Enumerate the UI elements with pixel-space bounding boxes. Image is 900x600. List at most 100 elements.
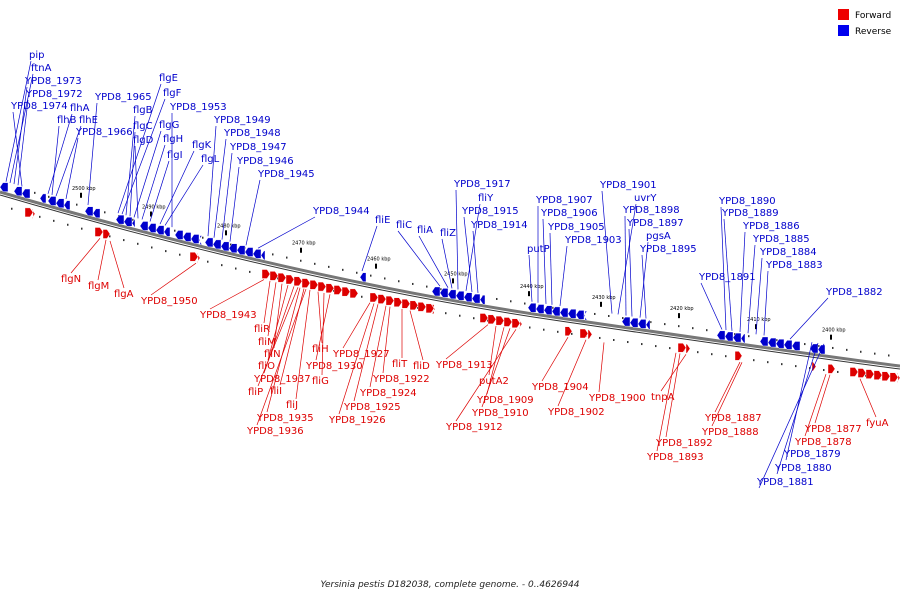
reverse-gene-arrow[interactable] (204, 237, 214, 248)
forward-gene-arrow[interactable] (369, 292, 379, 303)
forward-gene-arrow[interactable] (889, 372, 899, 382)
reverse-gene-label[interactable]: YPD8_1891 (698, 272, 756, 283)
forward-gene-label[interactable]: YPD8_1937 (253, 374, 311, 385)
forward-gene-arrow[interactable] (587, 329, 593, 340)
forward-gene-arrow[interactable] (24, 207, 34, 218)
reverse-gene-arrow[interactable] (55, 198, 65, 208)
reverse-gene-arrow[interactable] (479, 295, 486, 305)
forward-gene-arrow[interactable] (431, 304, 436, 314)
reverse-gene-label[interactable]: YPD8_1917 (453, 179, 511, 190)
reverse-gene-arrow[interactable] (13, 186, 23, 196)
forward-gene-arrow[interactable] (309, 280, 319, 290)
reverse-gene-arrow[interactable] (236, 245, 246, 255)
forward-gene-arrow[interactable] (579, 328, 589, 339)
reverse-gene-arrow[interactable] (583, 310, 588, 321)
reverse-gene-arrow[interactable] (123, 217, 133, 227)
forward-gene-arrow[interactable] (564, 326, 573, 336)
forward-gene-arrow[interactable] (495, 315, 505, 326)
forward-gene-label[interactable]: YPD8_1902 (547, 407, 605, 418)
reverse-gene-arrow[interactable] (39, 193, 47, 204)
reverse-gene-arrow[interactable] (163, 227, 171, 237)
reverse-gene-label[interactable]: YPD8_1947 (229, 142, 287, 153)
forward-gene-label[interactable]: fliM (258, 337, 276, 348)
forward-gene-arrow[interactable] (849, 367, 859, 377)
forward-gene-arrow[interactable] (385, 295, 395, 306)
reverse-gene-arrow[interactable] (174, 230, 184, 240)
forward-gene-arrow[interactable] (325, 283, 335, 293)
reverse-gene-arrow[interactable] (47, 196, 57, 206)
reverse-gene-label[interactable]: flgD (133, 135, 154, 146)
reverse-gene-arrow[interactable] (783, 340, 793, 350)
reverse-gene-label[interactable]: YPD8_1945 (257, 169, 315, 180)
reverse-gene-arrow[interactable] (190, 234, 200, 244)
forward-gene-arrow[interactable] (881, 371, 891, 381)
reverse-gene-label[interactable]: flgH (163, 134, 183, 145)
forward-gene-label[interactable]: fliP (248, 387, 263, 398)
forward-gene-label[interactable]: fliI (270, 386, 282, 397)
forward-gene-arrow[interactable] (301, 278, 311, 288)
reverse-gene-arrow[interactable] (716, 330, 726, 341)
reverse-gene-arrow[interactable] (21, 188, 31, 199)
forward-gene-arrow[interactable] (511, 318, 521, 328)
reverse-gene-arrow[interactable] (220, 241, 230, 252)
reverse-gene-label[interactable]: YPD8_1974 (10, 101, 68, 112)
reverse-gene-label[interactable]: YPD8_1948 (223, 128, 281, 139)
forward-gene-label[interactable]: YPD8_1913 (435, 360, 493, 371)
forward-gene-label[interactable]: fliH (312, 344, 329, 355)
reverse-gene-label[interactable]: flgK (192, 140, 212, 151)
reverse-gene-label[interactable]: YPD8_1966 (75, 127, 133, 138)
forward-gene-label[interactable]: YPD8_1887 (704, 413, 762, 424)
reverse-gene-arrow[interactable] (139, 221, 149, 231)
forward-gene-label[interactable]: fliD (413, 361, 430, 372)
reverse-gene-label[interactable]: flgB (133, 105, 153, 116)
reverse-gene-arrow[interactable] (724, 331, 734, 342)
forward-gene-label[interactable]: flgA (114, 289, 134, 300)
reverse-gene-arrow[interactable] (463, 292, 473, 302)
reverse-gene-label[interactable]: YPD8_1898 (622, 205, 680, 216)
reverse-gene-label[interactable]: flhA (70, 103, 90, 114)
reverse-gene-label[interactable]: flgI (167, 150, 183, 161)
reverse-gene-arrow[interactable] (551, 306, 561, 317)
reverse-gene-label[interactable]: YPD8_1915 (461, 206, 519, 217)
reverse-gene-arrow[interactable] (84, 206, 94, 216)
reverse-gene-arrow[interactable] (63, 200, 71, 210)
reverse-gene-label[interactable]: YPD8_1897 (626, 218, 684, 229)
forward-gene-label[interactable]: flgM (88, 281, 109, 292)
reverse-gene-label[interactable]: YPD8_1906 (540, 208, 598, 219)
forward-gene-label[interactable]: YPD8_1936 (246, 426, 304, 437)
reverse-gene-arrow[interactable] (228, 243, 238, 253)
reverse-gene-label[interactable]: flhB (57, 115, 77, 126)
reverse-gene-arrow[interactable] (645, 320, 651, 330)
forward-gene-arrow[interactable] (31, 209, 36, 219)
reverse-gene-arrow[interactable] (359, 272, 367, 282)
reverse-gene-label[interactable]: YPD8_1901 (599, 180, 657, 191)
reverse-gene-arrow[interactable] (244, 247, 254, 257)
reverse-gene-label[interactable]: YPD8_1907 (535, 195, 593, 206)
reverse-gene-arrow[interactable] (567, 309, 577, 319)
forward-gene-arrow[interactable] (94, 227, 104, 237)
forward-gene-arrow[interactable] (425, 303, 435, 314)
reverse-gene-label[interactable]: flgF (163, 88, 182, 99)
reverse-gene-arrow[interactable] (621, 316, 631, 327)
forward-gene-arrow[interactable] (189, 252, 199, 262)
forward-gene-arrow[interactable] (734, 351, 743, 361)
forward-gene-label[interactable]: fliG (312, 376, 329, 387)
forward-gene-label[interactable]: fliR (254, 324, 270, 335)
forward-gene-label[interactable]: YPD8_1930 (305, 361, 363, 372)
reverse-gene-label[interactable]: YPD8_1880 (774, 463, 832, 474)
reverse-gene-arrow[interactable] (439, 288, 449, 298)
reverse-gene-label[interactable]: YPD8_1972 (25, 89, 83, 100)
reverse-gene-arrow[interactable] (155, 225, 165, 235)
forward-gene-label[interactable]: YPD8_1924 (359, 388, 417, 399)
reverse-gene-label[interactable]: fliZ (440, 228, 456, 239)
forward-gene-arrow[interactable] (285, 274, 295, 285)
reverse-gene-label[interactable]: YPD8_1886 (742, 221, 800, 232)
forward-gene-label[interactable]: fyuA (866, 418, 889, 429)
reverse-gene-label[interactable]: YPD8_1973 (24, 76, 82, 87)
forward-gene-arrow[interactable] (341, 286, 351, 297)
forward-gene-label[interactable]: YPD8_1935 (256, 413, 314, 424)
reverse-gene-arrow[interactable] (252, 249, 262, 259)
forward-gene-label[interactable]: YPD8_1927 (332, 349, 390, 360)
reverse-gene-arrow[interactable] (759, 336, 769, 347)
forward-gene-label[interactable]: fliN (264, 349, 281, 360)
